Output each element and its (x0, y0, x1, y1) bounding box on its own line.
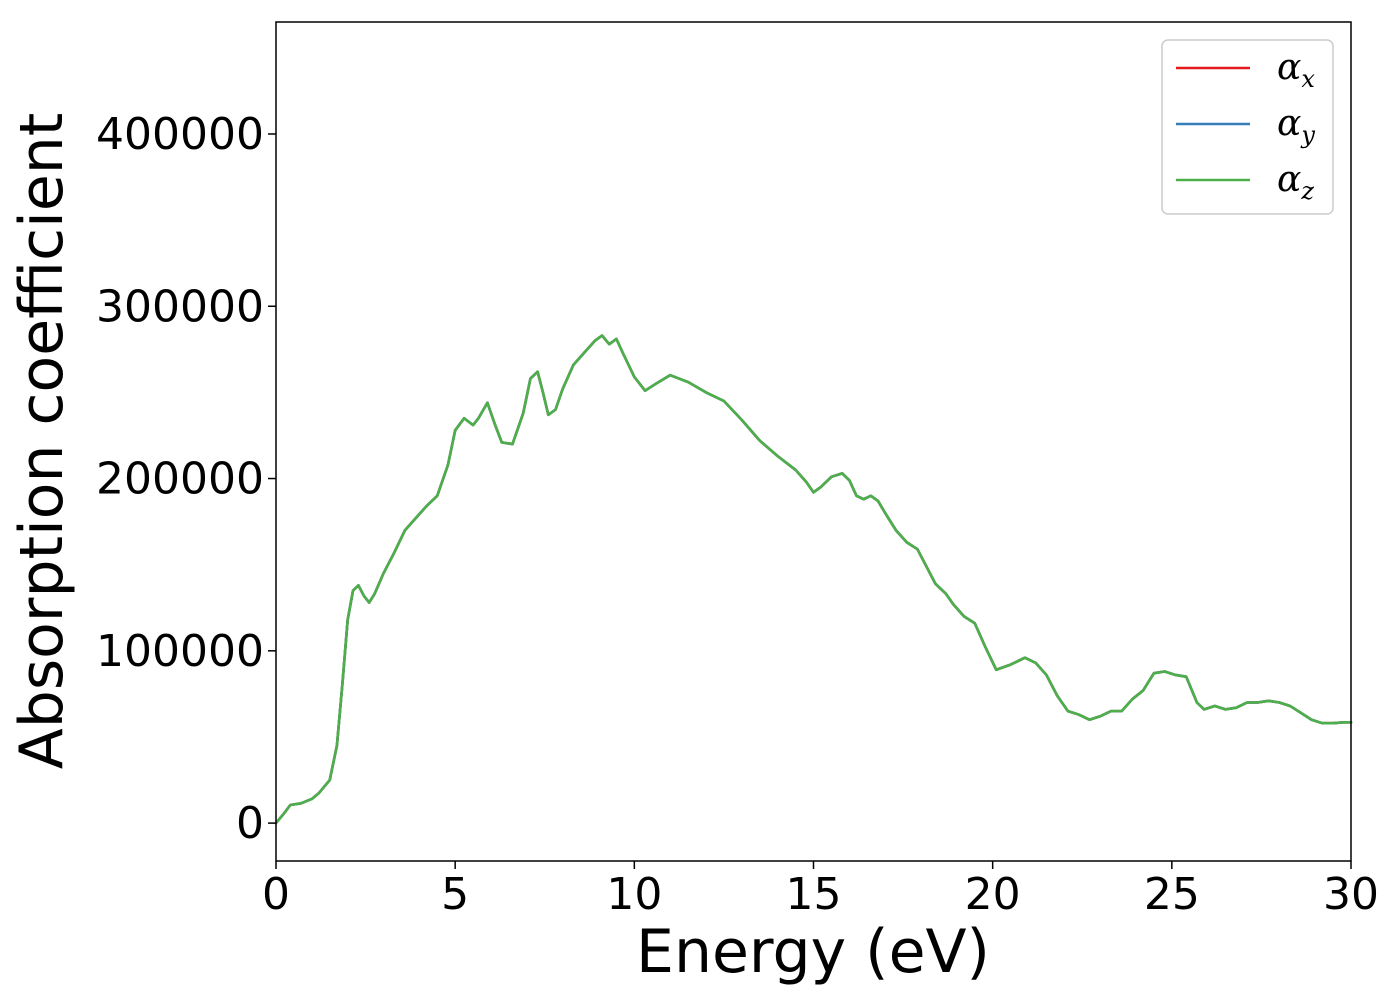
y-tick-label: 100000 (96, 626, 264, 677)
legend-label-sub: y (1300, 121, 1315, 149)
x-tick-label: 15 (786, 869, 842, 920)
legend-label-sub: z (1300, 177, 1314, 205)
series-line-z (274, 334, 1353, 825)
y-tick-label: 400000 (96, 109, 264, 160)
x-tick-label: 20 (965, 869, 1021, 920)
legend-label-y: αy (1277, 103, 1315, 149)
x-tick-label: 10 (606, 869, 662, 920)
legend-label-z: αz (1277, 159, 1314, 205)
legend-label-main: α (1277, 159, 1301, 200)
series-layer (274, 334, 1353, 825)
x-tick-label: 0 (262, 869, 290, 920)
x-tick-label: 25 (1144, 869, 1200, 920)
x-tick-label: 5 (441, 869, 469, 920)
y-axis-label: Absorption coefficient (7, 113, 77, 770)
x-axis-label: Energy (eV) (636, 917, 990, 987)
y-tick-label: 200000 (96, 454, 264, 505)
legend-label-sub: x (1301, 65, 1315, 93)
y-tick-label: 0 (236, 798, 264, 849)
series-line-y (274, 334, 1353, 825)
series-line-x (274, 334, 1353, 825)
legend-label-main: α (1277, 103, 1301, 144)
legend-label-x: αx (1277, 47, 1315, 93)
legend-box (1161, 39, 1334, 215)
y-tick-label: 300000 (96, 281, 264, 332)
legend-label-main: α (1277, 47, 1301, 88)
ticks-layer: 0 5 10 15 20 25 30 0 100000 200000 300000 400000 (96, 109, 1379, 920)
x-tick-label: 30 (1323, 869, 1379, 920)
